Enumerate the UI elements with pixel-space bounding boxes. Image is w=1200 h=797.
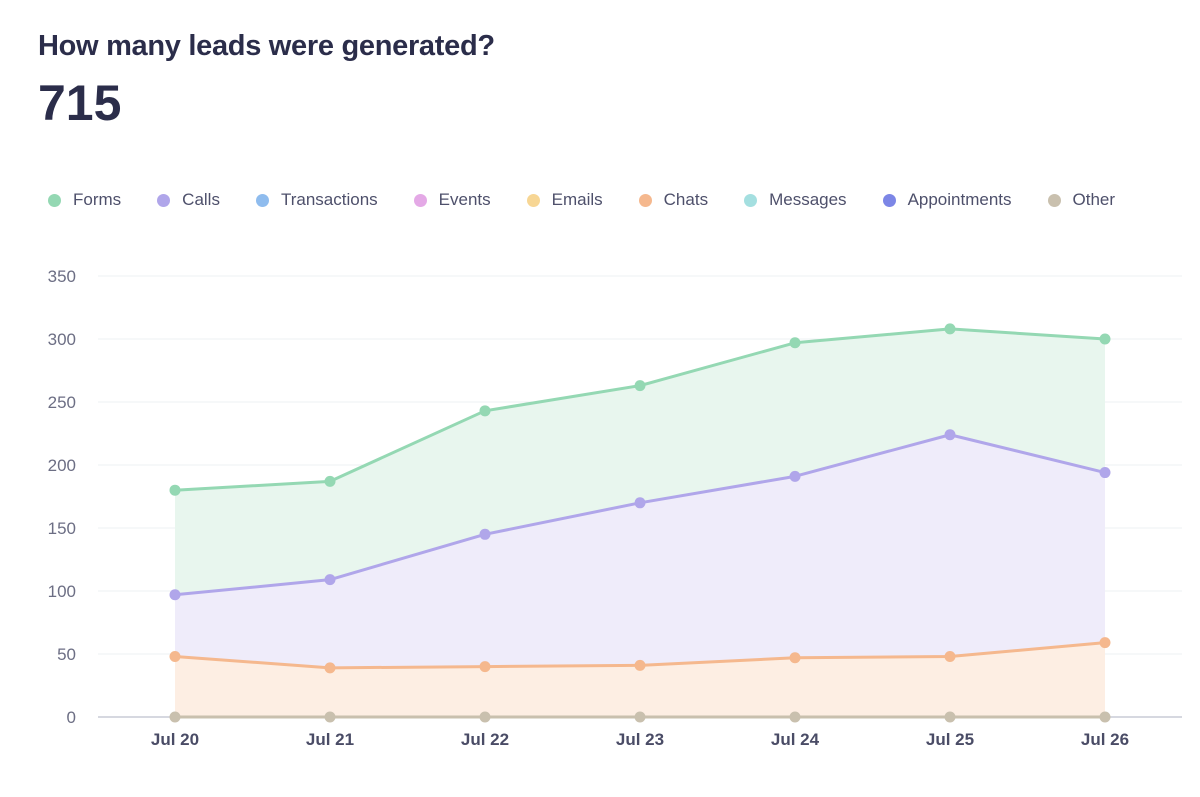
y-tick-label: 250 — [48, 393, 76, 412]
legend-item-transactions[interactable]: Transactions — [255, 190, 378, 210]
point-forms-jul-24 — [789, 337, 801, 349]
legend-item-emails[interactable]: Emails — [526, 190, 603, 210]
legend-label: Chats — [663, 190, 709, 209]
chart-title: How many leads were generated? — [38, 30, 495, 62]
point-other-jul-22 — [479, 711, 491, 723]
x-tick-label: Jul 20 — [151, 730, 199, 749]
y-tick-label: 300 — [48, 330, 76, 349]
legend-label: Messages — [769, 190, 847, 209]
point-calls-jul-21 — [324, 574, 336, 586]
legend-dot-icon — [882, 193, 896, 207]
legend-dot-icon — [1047, 193, 1061, 207]
legend-dot-icon — [157, 193, 171, 207]
point-chats-jul-22 — [479, 661, 491, 673]
point-other-jul-24 — [789, 711, 801, 723]
y-tick-label: 0 — [67, 708, 76, 727]
y-tick-label: 100 — [48, 582, 76, 601]
point-other-jul-23 — [634, 711, 646, 723]
point-calls-jul-20 — [169, 589, 181, 601]
point-forms-jul-21 — [324, 475, 336, 487]
total-leads-value: 715 — [38, 75, 122, 131]
x-tick-label: Jul 24 — [771, 730, 820, 749]
point-chats-jul-25 — [944, 651, 956, 663]
legend-item-other[interactable]: Other — [1047, 190, 1116, 210]
point-forms-jul-22 — [479, 405, 491, 417]
legend-dot-icon — [638, 193, 652, 207]
point-chats-jul-24 — [789, 652, 801, 664]
point-chats-jul-23 — [634, 659, 646, 671]
legend-label: Calls — [182, 190, 220, 209]
x-tick-label: Jul 22 — [461, 730, 509, 749]
point-calls-jul-23 — [634, 497, 646, 509]
point-calls-jul-26 — [1099, 467, 1111, 479]
legend-item-appointments[interactable]: Appointments — [882, 190, 1012, 210]
chart-legend: Forms Calls Transactions Events Emails Chats M… — [48, 190, 1151, 210]
legend-dot-icon — [744, 193, 758, 207]
area-chats — [175, 642, 1105, 717]
legend-dot-icon — [48, 193, 61, 207]
legend-dot-icon — [526, 193, 540, 207]
legend-label: Appointments — [907, 190, 1012, 209]
point-chats-jul-20 — [169, 651, 181, 663]
area-calls — [175, 434, 1105, 717]
point-other-jul-25 — [944, 711, 956, 723]
legend-label: Events — [438, 190, 491, 209]
x-tick-label: Jul 21 — [306, 730, 354, 749]
legend-item-chats[interactable]: Chats — [638, 190, 709, 210]
legend-label: Emails — [551, 190, 603, 209]
legend-label: Other — [1072, 190, 1116, 209]
point-forms-jul-23 — [634, 380, 646, 392]
point-other-jul-26 — [1099, 711, 1111, 723]
y-tick-label: 350 — [48, 267, 76, 286]
x-tick-label: Jul 23 — [616, 730, 664, 749]
legend-item-calls[interactable]: Calls — [157, 190, 220, 210]
point-forms-jul-25 — [944, 323, 956, 335]
y-tick-label: 200 — [48, 456, 76, 475]
point-calls-jul-22 — [479, 528, 491, 540]
legend-label: Transactions — [280, 190, 378, 209]
point-calls-jul-25 — [944, 429, 956, 441]
point-chats-jul-21 — [324, 662, 336, 674]
point-forms-jul-26 — [1099, 333, 1111, 345]
x-tick-label: Jul 26 — [1081, 730, 1129, 749]
point-chats-jul-26 — [1099, 637, 1111, 649]
point-other-jul-21 — [324, 711, 336, 723]
point-forms-jul-20 — [169, 484, 181, 496]
y-tick-label: 150 — [48, 519, 76, 538]
legend-dot-icon — [255, 193, 269, 207]
point-calls-jul-24 — [789, 470, 801, 482]
legend-item-events[interactable]: Events — [413, 190, 491, 210]
legend-item-messages[interactable]: Messages — [744, 190, 847, 210]
legend-dot-icon — [413, 193, 427, 207]
point-other-jul-20 — [169, 711, 181, 723]
legend-label: Forms — [73, 190, 122, 209]
legend-item-forms[interactable]: Forms — [48, 190, 121, 210]
x-tick-label: Jul 25 — [926, 730, 974, 749]
y-tick-label: 50 — [57, 645, 76, 664]
